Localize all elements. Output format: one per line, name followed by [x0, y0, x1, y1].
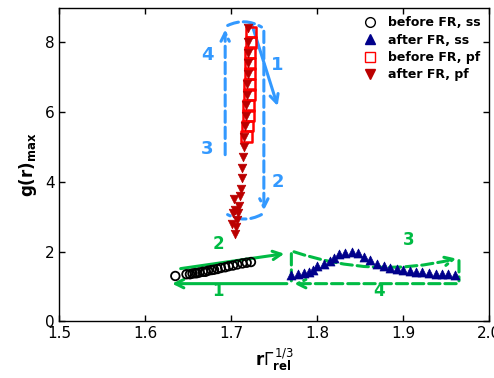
before FR, pf [246, 81, 253, 87]
after FR, ss [412, 269, 420, 275]
before FR, ss [247, 259, 255, 265]
after FR, pf [243, 92, 250, 98]
before FR, ss [171, 273, 179, 279]
after FR, pf [235, 203, 243, 209]
after FR, pf [239, 165, 247, 171]
before FR, ss [210, 267, 218, 273]
after FR, pf [243, 81, 250, 87]
before FR, ss [233, 262, 241, 268]
before FR, pf [246, 60, 254, 67]
Text: 2: 2 [271, 173, 284, 191]
after FR, ss [361, 254, 369, 260]
before FR, ss [229, 262, 237, 268]
Legend: before FR, ss, after FR, ss, before FR, pf, after FR, pf: before FR, ss, after FR, ss, before FR, … [353, 11, 485, 87]
after FR, pf [244, 60, 251, 67]
after FR, pf [237, 186, 245, 192]
after FR, ss [300, 270, 308, 276]
before FR, ss [243, 260, 250, 266]
after FR, ss [438, 271, 446, 277]
after FR, ss [373, 261, 381, 267]
Y-axis label: g(r)$_\mathregular{max}$: g(r)$_\mathregular{max}$ [17, 132, 39, 197]
after FR, pf [239, 155, 247, 161]
after FR, ss [444, 271, 452, 277]
X-axis label: r$\Gamma_\mathregular{rel}^{\,1/3}$: r$\Gamma_\mathregular{rel}^{\,1/3}$ [254, 347, 294, 373]
after FR, ss [305, 269, 313, 275]
after FR, ss [451, 272, 458, 278]
after FR, ss [320, 261, 328, 267]
before FR, pf [247, 29, 255, 35]
after FR, ss [355, 250, 363, 256]
after FR, ss [309, 267, 317, 273]
after FR, ss [425, 270, 433, 276]
Text: 3: 3 [201, 140, 213, 158]
before FR, pf [246, 71, 254, 77]
before FR, pf [245, 102, 252, 108]
before FR, pf [245, 113, 252, 119]
after FR, pf [228, 221, 236, 227]
Text: 1: 1 [212, 282, 224, 300]
after FR, ss [348, 249, 356, 255]
after FR, pf [232, 224, 240, 230]
after FR, ss [367, 257, 374, 263]
after FR, ss [386, 265, 394, 271]
after FR, pf [233, 217, 241, 223]
Text: 4: 4 [373, 282, 385, 300]
after FR, ss [288, 272, 295, 278]
after FR, pf [232, 231, 240, 237]
after FR, ss [432, 271, 440, 277]
after FR, ss [326, 258, 334, 264]
after FR, pf [242, 113, 250, 119]
before FR, ss [196, 270, 204, 276]
after FR, pf [238, 175, 246, 181]
after FR, ss [380, 263, 388, 269]
after FR, pf [230, 196, 238, 202]
before FR, pf [246, 50, 254, 56]
after FR, ss [341, 249, 349, 256]
before FR, ss [186, 271, 194, 277]
after FR, pf [231, 207, 239, 213]
after FR, pf [236, 193, 244, 199]
after FR, pf [240, 133, 248, 139]
after FR, ss [399, 267, 407, 273]
after FR, pf [234, 210, 242, 216]
after FR, pf [242, 102, 250, 108]
after FR, ss [418, 270, 426, 276]
Text: 1: 1 [271, 56, 284, 74]
Text: 2: 2 [212, 235, 224, 253]
after FR, pf [244, 71, 251, 77]
before FR, ss [199, 269, 207, 275]
before FR, ss [183, 271, 191, 277]
after FR, ss [294, 271, 302, 277]
Text: 4: 4 [201, 46, 213, 64]
Text: 3: 3 [403, 231, 415, 249]
before FR, pf [243, 133, 250, 139]
before FR, ss [193, 270, 201, 276]
after FR, ss [330, 255, 338, 261]
before FR, pf [247, 39, 255, 45]
before FR, ss [191, 270, 199, 276]
before FR, pf [246, 92, 253, 98]
before FR, ss [239, 260, 247, 266]
after FR, pf [240, 144, 248, 150]
after FR, pf [245, 50, 252, 56]
before FR, ss [202, 269, 209, 275]
after FR, ss [406, 268, 414, 274]
after FR, pf [245, 25, 252, 31]
after FR, ss [313, 263, 321, 269]
before FR, pf [244, 123, 251, 129]
after FR, pf [229, 210, 237, 216]
after FR, pf [245, 39, 252, 45]
before FR, ss [207, 267, 215, 273]
before FR, ss [189, 271, 197, 277]
after FR, pf [241, 123, 249, 129]
before FR, ss [217, 265, 225, 271]
before FR, ss [213, 266, 221, 272]
after FR, ss [335, 251, 343, 257]
before FR, ss [225, 263, 233, 269]
before FR, ss [204, 268, 212, 274]
after FR, ss [393, 266, 401, 272]
before FR, ss [221, 264, 229, 270]
